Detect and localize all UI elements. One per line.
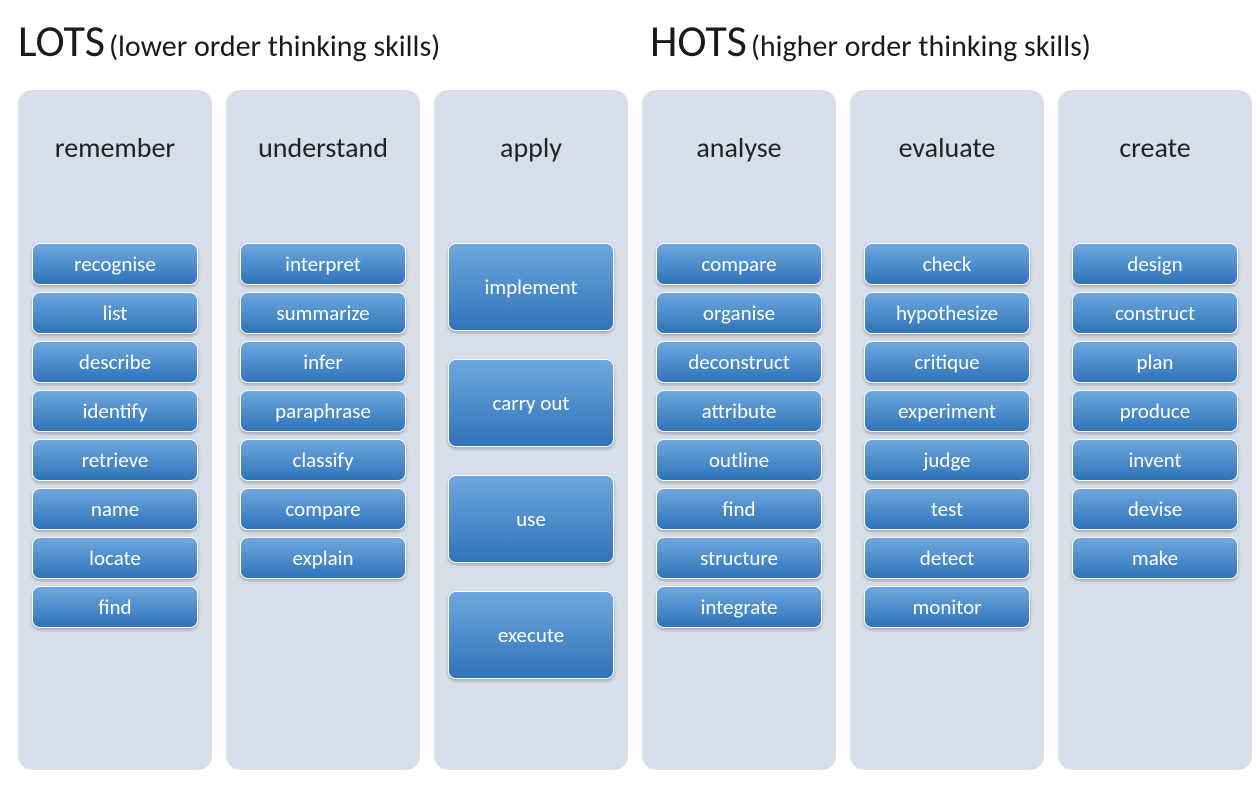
column-understand: understand interpret summarize infer paraphr… xyxy=(226,90,420,770)
pill-carry-out: carry out xyxy=(448,359,614,447)
header-hots-big: HOTS xyxy=(650,14,747,68)
columns-row: remember recognise list describe identify ret… xyxy=(18,90,1242,770)
pill-implement: implement xyxy=(448,243,614,331)
pill-recognise: recognise xyxy=(32,243,198,285)
header-lots: LOTS (lower order thinking skills) xyxy=(18,14,610,68)
pill-infer: infer xyxy=(240,341,406,383)
header-lots-big: LOTS xyxy=(18,14,105,68)
pill-structure: structure xyxy=(656,537,822,579)
pill-interpret: interpret xyxy=(240,243,406,285)
pill-paraphrase: paraphrase xyxy=(240,390,406,432)
pill-produce: produce xyxy=(1072,390,1238,432)
pill-explain: explain xyxy=(240,537,406,579)
column-remember: remember recognise list describe identify ret… xyxy=(18,90,212,770)
pill-stack: design construct plan produce invent devise ma… xyxy=(1072,243,1238,579)
pill-attribute: attribute xyxy=(656,390,822,432)
pill-invent: invent xyxy=(1072,439,1238,481)
pill-describe: describe xyxy=(32,341,198,383)
pill-check: check xyxy=(864,243,1030,285)
pill-find: find xyxy=(32,586,198,628)
pill-identify: identify xyxy=(32,390,198,432)
header-hots-sub: (higher order thinking skills) xyxy=(751,28,1091,65)
pill-outline: outline xyxy=(656,439,822,481)
pill-hypothesize: hypothesize xyxy=(864,292,1030,334)
pill-retrieve: retrieve xyxy=(32,439,198,481)
pill-compare: compare xyxy=(240,488,406,530)
column-title: evaluate xyxy=(864,130,1030,165)
pill-critique: critique xyxy=(864,341,1030,383)
pill-design: design xyxy=(1072,243,1238,285)
pill-devise: devise xyxy=(1072,488,1238,530)
pill-name: name xyxy=(32,488,198,530)
pill-summarize: summarize xyxy=(240,292,406,334)
column-apply: apply implement carry out use execute xyxy=(434,90,628,770)
pill-make: make xyxy=(1072,537,1238,579)
pill-judge: judge xyxy=(864,439,1030,481)
pill-test: test xyxy=(864,488,1030,530)
pill-locate: locate xyxy=(32,537,198,579)
pill-construct: construct xyxy=(1072,292,1238,334)
column-title: remember xyxy=(32,130,198,165)
pill-use: use xyxy=(448,475,614,563)
diagram-root: LOTS (lower order thinking skills) HOTS … xyxy=(0,0,1260,770)
pill-detect: detect xyxy=(864,537,1030,579)
pill-deconstruct: deconstruct xyxy=(656,341,822,383)
pill-stack: compare organise deconstruct attribute outli… xyxy=(656,243,822,628)
pill-experiment: experiment xyxy=(864,390,1030,432)
header-hots: HOTS (higher order thinking skills) xyxy=(650,14,1242,68)
pill-plan: plan xyxy=(1072,341,1238,383)
pill-find: find xyxy=(656,488,822,530)
pill-stack: interpret summarize infer paraphrase classif… xyxy=(240,243,406,579)
pill-stack: check hypothesize critique experiment judge t… xyxy=(864,243,1030,628)
header-row: LOTS (lower order thinking skills) HOTS … xyxy=(18,0,1242,90)
pill-list: list xyxy=(32,292,198,334)
column-create: createdesignconstructplanproduceinventde… xyxy=(1058,90,1252,770)
pill-stack: recognise list describe identify retrieve nam… xyxy=(32,243,198,628)
header-lots-sub: (lower order thinking skills) xyxy=(109,28,440,65)
column-title: analyse xyxy=(656,130,822,165)
pill-monitor: monitor xyxy=(864,586,1030,628)
column-title: create xyxy=(1072,130,1238,165)
column-title: apply xyxy=(448,130,614,165)
pill-integrate: integrate xyxy=(656,586,822,628)
pill-execute: execute xyxy=(448,591,614,679)
column-title: understand xyxy=(240,130,406,165)
pill-compare: compare xyxy=(656,243,822,285)
column-analyse: analyse compare organise deconstruct attribu… xyxy=(642,90,836,770)
column-evaluate: evaluate check hypothesize critique experime… xyxy=(850,90,1044,770)
pill-classify: classify xyxy=(240,439,406,481)
pill-stack: implement carry out use execute xyxy=(448,243,614,679)
pill-organise: organise xyxy=(656,292,822,334)
